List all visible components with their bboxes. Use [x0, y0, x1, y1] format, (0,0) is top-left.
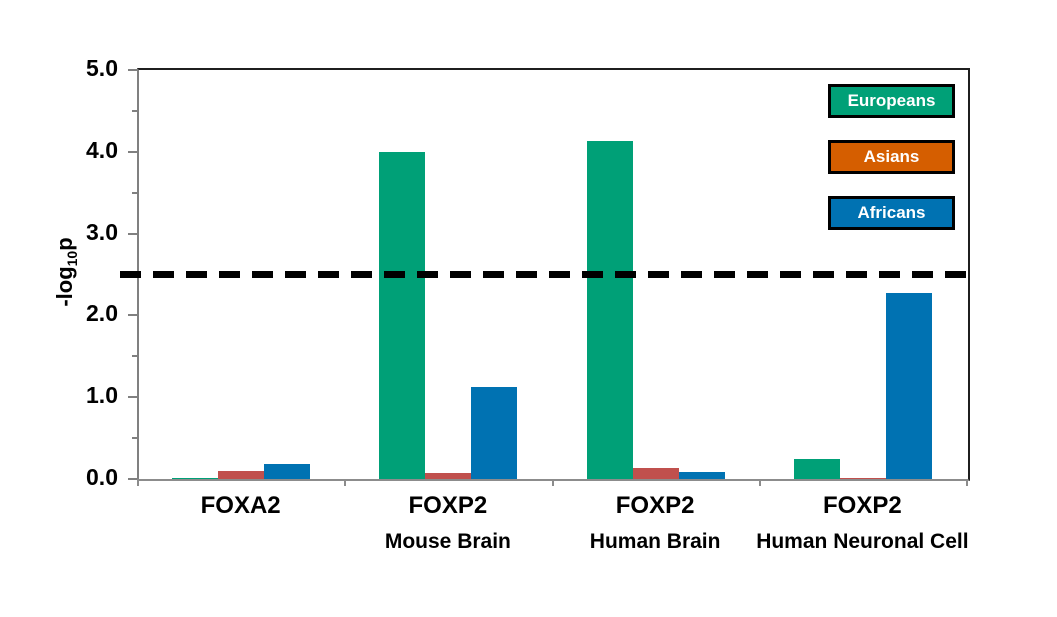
y-tick-label: 0.0: [86, 464, 118, 490]
group-sublabel-3: Human Brain: [589, 530, 721, 553]
legend-item-asians: Asians: [828, 140, 955, 174]
x-axis-tick: [758, 479, 761, 486]
significance-threshold-line: [120, 271, 968, 278]
y-tick-label: 4.0: [86, 136, 118, 163]
y-axis-title-subscript: 10: [64, 250, 81, 267]
bar-europeans-4: [793, 459, 840, 479]
x-axis-tick: [344, 479, 347, 486]
y-major-tick: [128, 396, 137, 399]
y-major-tick: [128, 478, 137, 480]
bar-africans-4: [885, 293, 932, 479]
y-major-tick: [128, 69, 137, 71]
plot-area: [120, 68, 970, 481]
bar-africans-2: [471, 386, 518, 479]
y-major-tick: [128, 150, 137, 153]
legend: Europeans Asians Africans: [828, 84, 955, 252]
bar-europeans-3: [586, 141, 633, 479]
y-axis-title: -log10p: [52, 237, 80, 306]
bar-africans-1: [264, 464, 310, 479]
y-minor-tick: [132, 355, 137, 358]
y-minor-tick: [132, 437, 137, 440]
y-axis-title-prefix: -log: [51, 266, 77, 307]
bar-asians-3: [632, 467, 679, 479]
bar-asians-4: [839, 478, 886, 479]
y-tick-label: 2.0: [86, 300, 118, 327]
group-sublabel-2: Mouse Brain: [384, 530, 511, 553]
legend-item-africans: Africans: [828, 196, 955, 230]
y-major-tick: [128, 232, 137, 235]
y-tick-label: 3.0: [86, 218, 118, 245]
bar-asians-1: [218, 470, 264, 479]
y-minor-tick: [132, 191, 137, 194]
y-tick-label: 1.0: [86, 382, 118, 409]
y-major-tick: [128, 314, 137, 317]
group-sublabel-4: Human Neuronal Cell: [756, 530, 969, 553]
x-axis-tick: [966, 479, 968, 486]
group-label-1: FOXA2: [200, 492, 281, 519]
bar-asians-2: [425, 473, 472, 479]
y-minor-tick: [132, 109, 137, 112]
group-label-4: FOXP2: [823, 492, 902, 519]
x-axis-tick: [551, 479, 554, 486]
x-axis-tick: [137, 479, 139, 486]
bar-europeans-2: [379, 151, 426, 479]
legend-item-europeans: Europeans: [828, 84, 955, 118]
group-label-3: FOXP2: [615, 492, 695, 519]
bar-africans-3: [678, 472, 725, 479]
y-tick-label: 5.0: [86, 55, 118, 81]
group-label-2: FOXP2: [408, 492, 488, 519]
bar-europeans-1: [172, 478, 218, 479]
